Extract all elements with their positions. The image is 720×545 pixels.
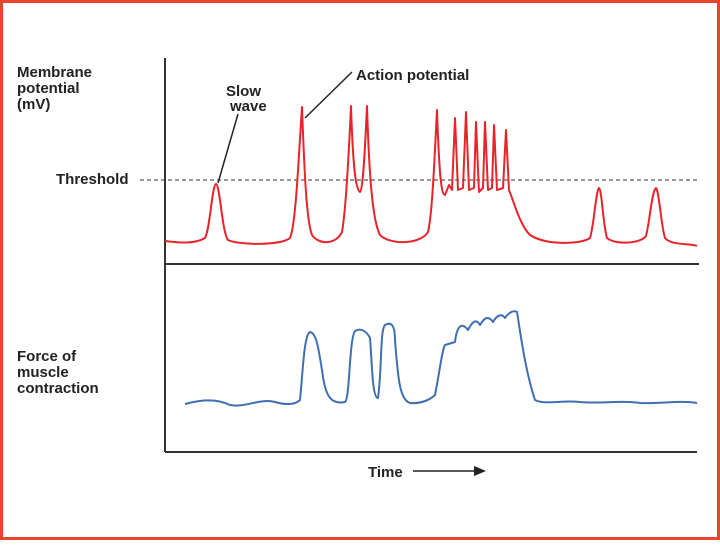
- action-potential-label: Action potential: [356, 67, 469, 84]
- force-label: muscle: [17, 364, 69, 381]
- time-arrowhead: [474, 466, 486, 476]
- membrane-label: (mV): [17, 96, 50, 113]
- membrane-trace: [164, 105, 698, 247]
- membrane-label: Membrane: [17, 64, 92, 81]
- threshold-label: Threshold: [56, 171, 129, 188]
- force-label: contraction: [17, 380, 99, 397]
- time-label: Time: [368, 464, 403, 481]
- action-potential-pointer: [304, 71, 353, 119]
- force-label: Force of: [17, 348, 77, 365]
- slow-wave-label: Slow: [226, 83, 261, 100]
- membrane-label: potential: [17, 80, 80, 97]
- force-trace: [184, 310, 698, 407]
- slow-wave-pointer: [217, 113, 239, 184]
- slow-wave-label: wave: [229, 98, 267, 115]
